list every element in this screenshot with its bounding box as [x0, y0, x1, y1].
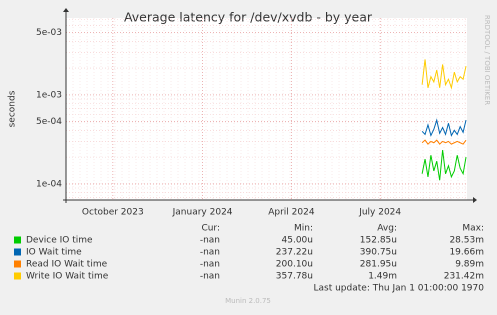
chart-title: Average latency for /dev/xvdb - by year [124, 10, 373, 25]
y-tick-label: 1e-03 [36, 90, 62, 100]
legend-stat: -nan [200, 260, 220, 270]
legend-stat: 1.49m [368, 272, 397, 282]
legend-stat: 357.78u [276, 272, 313, 282]
y-tick-label: 5e-04 [36, 117, 62, 127]
y-tick-label: 1e-04 [36, 179, 62, 189]
legend-stat: -nan [200, 248, 220, 258]
legend-swatch [14, 236, 21, 244]
legend-swatch [14, 260, 21, 268]
legend-stat: -nan [200, 236, 220, 246]
series-line [421, 59, 467, 90]
x-tick-label: April 2024 [268, 208, 315, 218]
legend-header: Avg: [377, 224, 397, 234]
side-note: RRDTOOL / TOBI OETIKER [483, 15, 491, 105]
legend-stat: 152.85u [360, 236, 397, 246]
legend-stat: 237.22u [276, 248, 313, 258]
legend-label: Device IO time [26, 236, 93, 246]
legend-label: Read IO Wait time [26, 260, 108, 270]
x-tick-label: July 2024 [358, 208, 401, 218]
series-line [421, 118, 467, 137]
legend-stat: -nan [200, 272, 220, 282]
legend-stat: 9.89m [455, 260, 484, 270]
axis-arrow [473, 197, 477, 203]
axis-arrow [63, 8, 69, 12]
legend-header: Min: [294, 224, 313, 234]
x-tick-label: January 2024 [172, 208, 233, 218]
plot-area [66, 18, 467, 200]
legend-stat: 19.66m [449, 248, 484, 258]
x-tick-label: October 2023 [82, 208, 144, 218]
legend-label: IO Wait time [26, 248, 82, 258]
legend-swatch [14, 272, 21, 280]
legend-stat: 390.75u [360, 248, 397, 258]
legend-stat: 45.00u [282, 236, 313, 246]
legend-header: Cur: [201, 224, 220, 234]
legend-stat: 231.42m [444, 272, 484, 282]
y-tick-label: 5e-03 [36, 28, 62, 38]
legend-stat: 281.95u [360, 260, 397, 270]
last-update: Last update: Thu Jan 1 01:00:00 1970 [314, 284, 485, 294]
legend-stat: 200.10u [276, 260, 313, 270]
legend-header: Max: [462, 224, 484, 234]
legend-label: Write IO Wait time [26, 272, 109, 282]
footer: Munin 2.0.75 [225, 297, 271, 305]
series-line [421, 150, 467, 181]
y-axis-label: seconds [8, 90, 18, 127]
legend-stat: 28.53m [449, 236, 484, 246]
series-line [421, 139, 467, 145]
legend-swatch [14, 248, 21, 256]
